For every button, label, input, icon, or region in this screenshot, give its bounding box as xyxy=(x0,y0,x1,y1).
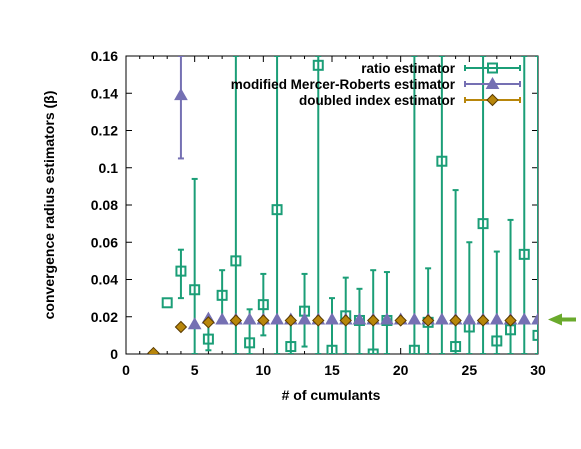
y-tick-label: 0.08 xyxy=(91,197,118,213)
arrow-head xyxy=(548,313,562,326)
x-tick-label: 25 xyxy=(462,362,478,378)
data-point xyxy=(366,314,380,327)
data-point xyxy=(491,335,503,347)
data-point xyxy=(187,317,202,330)
data-point xyxy=(161,297,173,309)
data-point xyxy=(325,312,339,325)
data-point xyxy=(270,312,284,325)
legend-label: ratio estimator xyxy=(361,61,456,76)
data-point xyxy=(421,314,435,327)
data-point xyxy=(394,314,407,327)
y-tick-label: 0.1 xyxy=(99,160,119,176)
data-point xyxy=(352,312,367,325)
data-point xyxy=(229,314,243,327)
data-point xyxy=(312,59,324,71)
y-tick-label: 0.14 xyxy=(91,85,118,101)
data-point xyxy=(271,204,283,216)
legend-marker xyxy=(486,93,499,107)
reference-arrow xyxy=(548,313,576,326)
series-1 xyxy=(177,56,184,160)
y-tick-label: 0.16 xyxy=(91,48,118,64)
data-point xyxy=(504,314,517,327)
data-point xyxy=(174,88,188,101)
data-point xyxy=(518,248,530,260)
y-tick-label: 0.06 xyxy=(91,234,118,250)
x-tick-label: 10 xyxy=(256,362,272,378)
data-point xyxy=(489,312,504,325)
legend-marker xyxy=(485,76,500,89)
data-point xyxy=(435,312,449,325)
data-point xyxy=(257,299,269,311)
data-point xyxy=(215,312,229,325)
data-point xyxy=(436,155,448,167)
x-tick-label: 20 xyxy=(393,362,409,378)
data-point xyxy=(284,314,298,327)
data-point xyxy=(230,255,242,267)
data-point xyxy=(367,348,379,354)
data-point xyxy=(517,312,532,325)
data-point xyxy=(380,312,394,325)
data-point xyxy=(174,320,188,334)
axes: 0 5 10 15 20 25 30 0 0.02 0.04 0.06 0.08 0.1 0.12 0.14… xyxy=(91,48,546,378)
y-tick-label: 0 xyxy=(110,346,118,362)
data-point xyxy=(257,314,270,327)
y-tick-label: 0.04 xyxy=(91,272,118,288)
x-tick-label: 15 xyxy=(324,362,340,378)
x-tick-label: 30 xyxy=(530,362,546,378)
data-point xyxy=(202,333,214,345)
y-axis-title: convergence radius estimators (β) xyxy=(41,91,57,320)
data-point xyxy=(326,344,338,354)
x-tick-label: 0 xyxy=(122,362,130,378)
data-point xyxy=(175,265,187,277)
data-point xyxy=(408,344,420,354)
data-point xyxy=(242,312,257,325)
data-point xyxy=(285,341,297,353)
plot-area xyxy=(147,56,538,354)
data-point xyxy=(462,312,477,325)
y-tick-label: 0.12 xyxy=(91,123,118,139)
data-point xyxy=(450,341,462,353)
x-axis-title: # of cumulants xyxy=(282,387,381,403)
data-point xyxy=(202,316,215,329)
data-point xyxy=(189,284,201,296)
y-tick-label: 0.02 xyxy=(91,309,118,325)
data-point xyxy=(407,312,422,325)
data-point xyxy=(449,314,462,327)
data-point xyxy=(147,346,160,354)
data-point xyxy=(476,314,490,327)
data-point xyxy=(297,312,312,325)
series-markers-0 xyxy=(161,59,538,354)
data-point xyxy=(532,329,538,341)
legend-label: doubled index estimator xyxy=(299,93,456,108)
x-tick-label: 5 xyxy=(191,362,199,378)
data-point xyxy=(477,218,489,230)
legend-marker xyxy=(487,62,498,74)
data-point xyxy=(312,314,325,327)
data-point xyxy=(339,314,352,327)
legend-label: modified Mercer-Roberts estimator xyxy=(231,77,456,92)
data-point xyxy=(216,289,228,301)
data-point xyxy=(244,337,256,349)
data-point xyxy=(531,312,538,325)
series-markers-2 xyxy=(147,314,517,354)
